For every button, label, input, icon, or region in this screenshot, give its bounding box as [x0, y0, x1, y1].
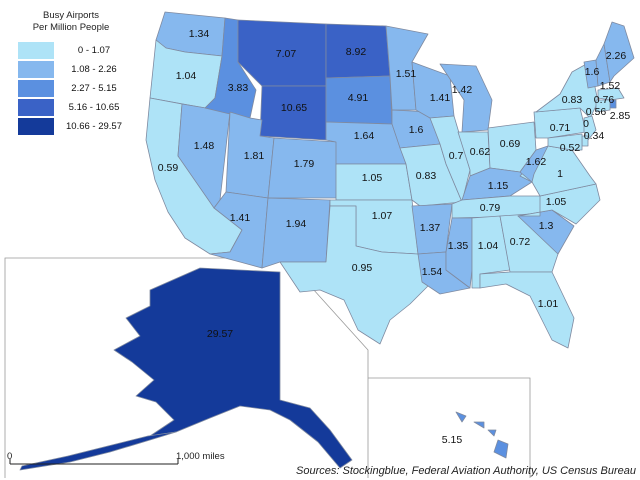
label-KS: 1.05 [362, 172, 383, 184]
legend-title-line1: Busy Airports [43, 10, 99, 21]
label-SC: 1.3 [539, 220, 554, 232]
label-NM: 1.94 [286, 218, 307, 230]
scale-bar [9, 459, 179, 465]
state-ME[interactable] [603, 21, 635, 83]
label-NC: 1.05 [546, 196, 567, 208]
label-WV: 1.62 [526, 156, 547, 168]
label-CO: 1.79 [294, 158, 315, 170]
label-WY: 10.65 [281, 102, 307, 114]
source-note: Sources: Stockingblue, Federal Aviation … [296, 465, 636, 477]
label-TN: 0.79 [480, 202, 501, 214]
label-MN: 1.51 [396, 68, 417, 80]
label-WI: 1.41 [430, 92, 451, 104]
legend-swatch [18, 118, 54, 135]
state-AK[interactable] [113, 267, 353, 469]
scale-start-label: 0 [7, 451, 13, 462]
label-IL: 0.7 [449, 150, 464, 162]
label-NV: 1.48 [194, 140, 215, 152]
label-OK: 1.07 [372, 210, 393, 222]
hawaii-inset-frame [368, 377, 531, 478]
state-NJ[interactable] [583, 115, 597, 141]
label-OR: 1.04 [176, 70, 197, 82]
legend-title: Busy Airports Per Million People [14, 10, 128, 34]
scale-end-label: 1,000 miles [176, 451, 225, 462]
label-MO: 0.83 [416, 170, 437, 182]
label-FL: 1.01 [538, 298, 559, 310]
label-AR: 1.37 [420, 222, 441, 234]
state-MA[interactable] [597, 87, 625, 101]
label-MI: 1.42 [452, 84, 473, 96]
label-LA: 1.54 [422, 266, 443, 278]
legend-label: 0 - 1.07 [77, 45, 111, 56]
state-CT[interactable] [595, 99, 611, 113]
label-IN: 0.62 [470, 146, 491, 158]
state-NM[interactable] [261, 197, 331, 269]
states-layer [19, 11, 635, 471]
legend-label: 2.27 - 5.15 [71, 83, 117, 94]
state-FL[interactable] [479, 271, 575, 349]
label-AZ: 1.41 [230, 212, 251, 224]
label-MD: 0.52 [560, 142, 581, 154]
state-value-labels: 1.34 1.04 0.59 1.48 3.83 7.07 10.65 1.81… [158, 28, 631, 446]
legend-label: 5.16 - 10.65 [68, 102, 120, 113]
label-PA: 0.71 [550, 122, 571, 134]
label-MS: 1.35 [448, 240, 469, 252]
label-ID: 3.83 [228, 82, 249, 94]
label-AL: 1.04 [478, 240, 499, 252]
state-WV[interactable] [519, 145, 549, 183]
legend-label: 10.66 - 29.57 [66, 121, 122, 132]
legend-swatch [18, 99, 54, 116]
label-VA: 1 [557, 168, 563, 180]
state-TX[interactable] [279, 205, 429, 345]
label-AK: 29.57 [207, 328, 233, 340]
label-NH: 1.52 [600, 80, 621, 92]
legend-swatch [18, 61, 54, 78]
state-MD[interactable] [547, 133, 583, 151]
legend-title-line2: Per Million People [32, 22, 110, 33]
label-MT: 7.07 [276, 48, 297, 60]
label-HI: 5.15 [442, 434, 463, 446]
label-ME: 2.26 [606, 50, 627, 62]
state-HI[interactable] [455, 411, 509, 459]
label-TX: 0.95 [352, 262, 373, 274]
label-VT: 1.6 [585, 66, 600, 78]
state-GA[interactable] [499, 213, 559, 273]
legend-label: 1.08 - 2.26 [71, 64, 117, 75]
legend-swatch [18, 80, 54, 97]
label-RI: 2.85 [610, 110, 631, 122]
legend-swatch [18, 42, 54, 59]
label-OH: 0.69 [500, 138, 521, 150]
label-NJ: 0.34 [584, 130, 605, 142]
state-AK-aleutians[interactable] [19, 431, 177, 471]
label-UT: 1.81 [244, 150, 265, 162]
label-DE: 0 [583, 118, 589, 130]
label-IA: 1.6 [409, 124, 424, 136]
label-NE: 1.64 [354, 130, 375, 142]
label-SD: 4.91 [348, 92, 369, 104]
state-NC[interactable] [517, 183, 601, 225]
label-CA: 0.59 [158, 162, 179, 174]
label-CT: 0.56 [586, 106, 607, 118]
label-NY: 0.83 [562, 94, 583, 106]
label-MA: 0.76 [594, 94, 615, 106]
label-KY: 1.15 [488, 180, 509, 192]
label-GA: 0.72 [510, 236, 531, 248]
label-WA: 1.34 [189, 28, 210, 40]
label-ND: 8.92 [346, 46, 367, 58]
